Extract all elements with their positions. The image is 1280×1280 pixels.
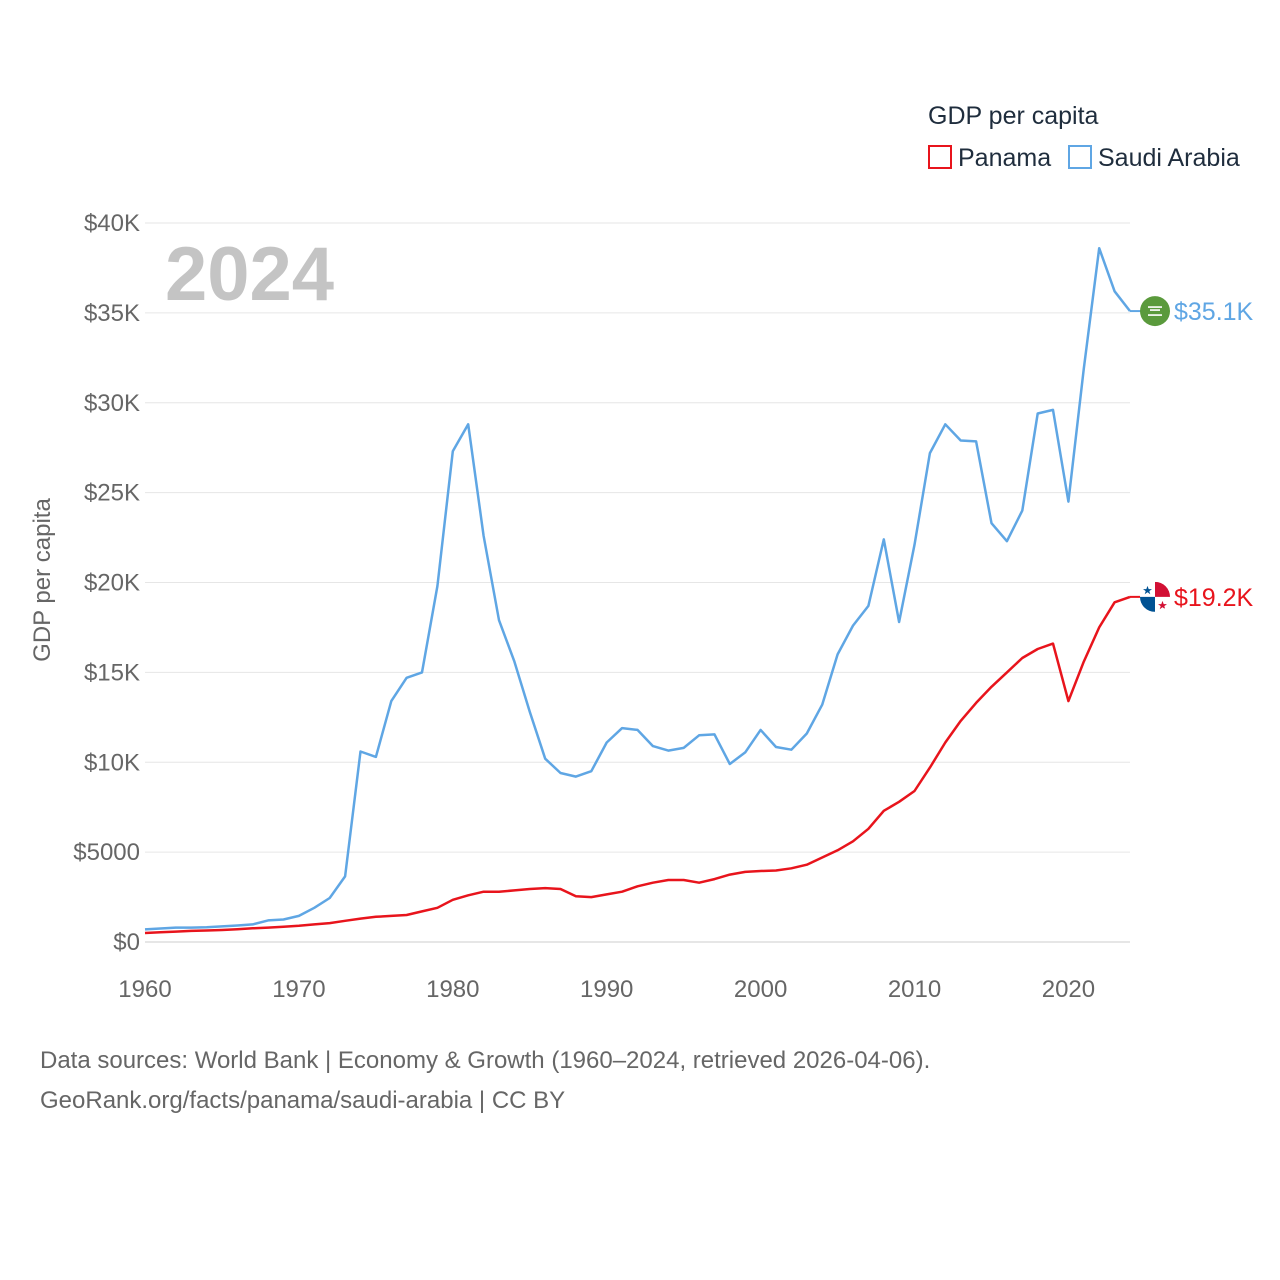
y-tick-label: $0 [113, 929, 140, 956]
y-tick-label: $40K [84, 210, 140, 237]
y-tick-label: $5000 [73, 839, 140, 866]
x-tick-label: 1980 [426, 976, 479, 1003]
saudi-arabia-flag-icon [1140, 296, 1170, 327]
gridlines [145, 222, 1130, 943]
x-axis: 1960 1970 1980 1990 2000 2010 2020 [118, 976, 1095, 1003]
panama-flag-icon [1140, 581, 1170, 612]
x-tick-label: 2010 [888, 976, 941, 1003]
y-axis: $0 $5000 $10K $15K $20K $25K $30K $35K $40K [73, 210, 140, 956]
series-line-saudi-arabia[interactable] [144, 246, 1131, 931]
x-tick-label: 1970 [272, 976, 325, 1003]
y-tick-label: $35K [84, 300, 140, 327]
legend-swatch-panama[interactable] [928, 145, 952, 169]
y-tick-label: $25K [84, 480, 140, 507]
data-sources-note: Data sources: World Bank | Economy & Gro… [40, 1047, 930, 1074]
y-tick-label: $30K [84, 390, 140, 417]
y-tick-label: $15K [84, 659, 140, 686]
legend-label-saudi-arabia[interactable]: Saudi Arabia [1098, 144, 1240, 172]
legend-label-panama[interactable]: Panama [958, 144, 1051, 172]
panama-end-label: $19.2K [1174, 584, 1254, 612]
x-tick-label: 1990 [580, 976, 633, 1003]
y-tick-label: $10K [84, 749, 140, 776]
source-url: GeoRank.org/facts/panama/saudi-arabia | … [40, 1087, 565, 1114]
series-lines [144, 246, 1141, 935]
legend-swatch-saudi-arabia[interactable] [1068, 145, 1092, 169]
legend: GDP per capita Panama Saudi Arabia [928, 102, 1240, 172]
saudi-arabia-end-label: $35.1K [1174, 298, 1254, 326]
x-tick-label: 1960 [118, 976, 171, 1003]
year-display: 2024 [165, 232, 334, 317]
series-end-labels: $35.1K $19.2K [1140, 296, 1254, 612]
y-tick-label: $20K [84, 570, 140, 597]
x-tick-label: 2020 [1042, 976, 1095, 1003]
legend-title: GDP per capita [928, 102, 1099, 130]
y-axis-title: GDP per capita [29, 498, 56, 662]
x-tick-label: 2000 [734, 976, 787, 1003]
series-line-panama[interactable] [144, 595, 1131, 935]
